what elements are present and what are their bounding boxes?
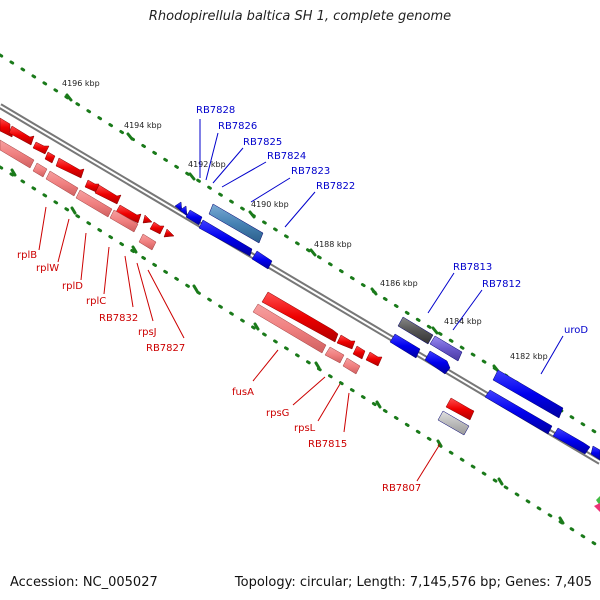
gene-RB7815 [365,351,383,367]
gene-uroD [492,369,564,419]
gene-label: RB7807 [382,483,421,494]
ruler-track-inner [0,165,600,549]
tick-label: 4196 kbp [62,79,100,88]
gene-label: RB7812 [482,279,521,290]
gene-rplW [32,141,50,155]
gene-row2-d [75,189,113,218]
gene-label: RB7825 [243,137,282,148]
gene-gray [437,410,470,436]
tick-label: 4182 kbp [510,352,548,361]
gene-label: RB7828 [196,105,235,116]
gene-label: fusA [232,387,254,398]
gene-small-c [163,228,175,238]
tick-label: 4190 kbp [251,200,289,209]
gene-small-b [149,221,165,235]
gene-RB7822-b [251,250,273,270]
gene-label: rpsL [294,423,316,434]
gene-RB7807 [445,397,475,421]
gene-row2-c [45,170,79,197]
gene-row2-b [32,162,48,178]
gene-label: rpsJ [138,327,157,338]
gene-rplC [55,157,85,179]
gene-row2-g [252,303,327,354]
gene-label: RB7823 [291,166,330,177]
gene-RB7825 [185,209,203,226]
forward-label-leaders [38,206,441,482]
reverse-genes [174,201,600,461]
tick-label: 4186 kbp [380,279,418,288]
gene-rev-e [590,445,600,461]
gene-row2-e [109,209,139,233]
gene-label: RB7826 [218,121,257,132]
gene-rplD [44,151,56,164]
gene-rpsL [352,345,366,360]
gene-label: rplB [17,250,37,261]
map-title: Rhodopirellula baltica SH 1, complete ge… [148,9,452,24]
gene-label: RB7815 [308,439,347,450]
gene-RB7826 [179,205,188,217]
gene-RB7812 [429,335,463,362]
ruler-major-ticks-inner [10,168,565,525]
tick-label: 4192 kbp [188,160,226,169]
gene-rev-b [424,350,451,375]
forward-genes-inner [0,139,361,375]
gene-label: RB7813 [453,262,492,273]
gene-row2-f [138,233,157,251]
accession-text: Accession: NC_005027 [10,575,158,590]
gene-label: uroD [564,325,588,336]
gene-rev-d [552,427,591,455]
forward-genes-outer [0,117,475,421]
gene-label: rplW [36,263,59,274]
gene-RB7823 [208,203,264,244]
gene-rev-c [484,389,553,435]
gene-label: rplD [62,281,83,292]
edge-mark-pink [594,503,600,512]
gene-RB7822 [198,219,253,257]
gene-label: RB7822 [316,181,355,192]
gene-RB7828 [174,201,183,213]
tick-label: 4194 kbp [124,121,162,130]
gene-label: RB7827 [146,343,185,354]
gene-label: RB7832 [99,313,138,324]
tick-label: 4188 kbp [314,240,352,249]
gene-rpsG [336,334,356,350]
gene-RB7827-a [115,204,142,224]
gene-fusA [261,291,339,343]
gene-RB7813 [397,316,434,345]
gene-label: rplC [86,296,106,307]
reverse-label-leaders [199,119,564,375]
gene-rpsJ [94,184,122,205]
gene-label: rpsG [266,408,289,419]
gene-rplB-2 [8,125,35,146]
gene-rev-a [389,333,421,359]
ruler-track-outer [0,53,600,437]
topology-text: Topology: circular; Length: 7,145,576 bp… [234,575,592,590]
gene-small-a [142,214,153,224]
gene-label: RB7824 [267,151,306,162]
gene-row2-h [324,346,345,364]
gene-row2-a [0,139,35,169]
tick-label: 4184 kbp [444,317,482,326]
gene-row2-i [342,357,361,375]
